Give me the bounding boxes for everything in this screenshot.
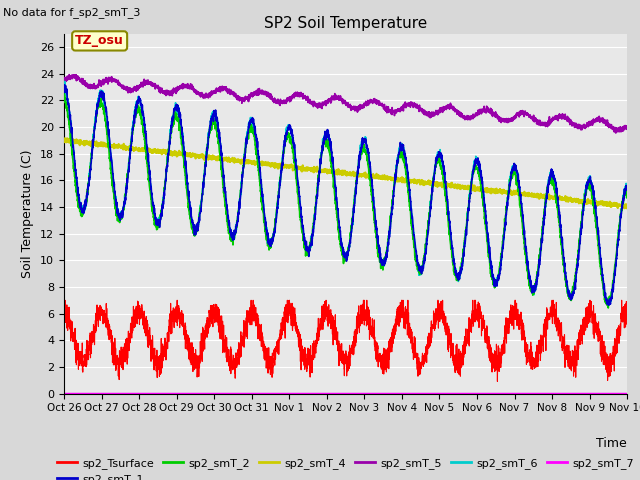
Title: SP2 Soil Temperature: SP2 Soil Temperature	[264, 16, 428, 31]
Y-axis label: Soil Temperature (C): Soil Temperature (C)	[22, 149, 35, 278]
Legend: sp2_Tsurface, sp2_smT_1, sp2_smT_2, sp2_smT_4, sp2_smT_5, sp2_smT_6, sp2_smT_7: sp2_Tsurface, sp2_smT_1, sp2_smT_2, sp2_…	[52, 453, 639, 480]
Text: Time: Time	[596, 437, 627, 450]
Text: TZ_osu: TZ_osu	[76, 35, 124, 48]
Text: No data for f_sp2_smT_3: No data for f_sp2_smT_3	[3, 7, 141, 18]
